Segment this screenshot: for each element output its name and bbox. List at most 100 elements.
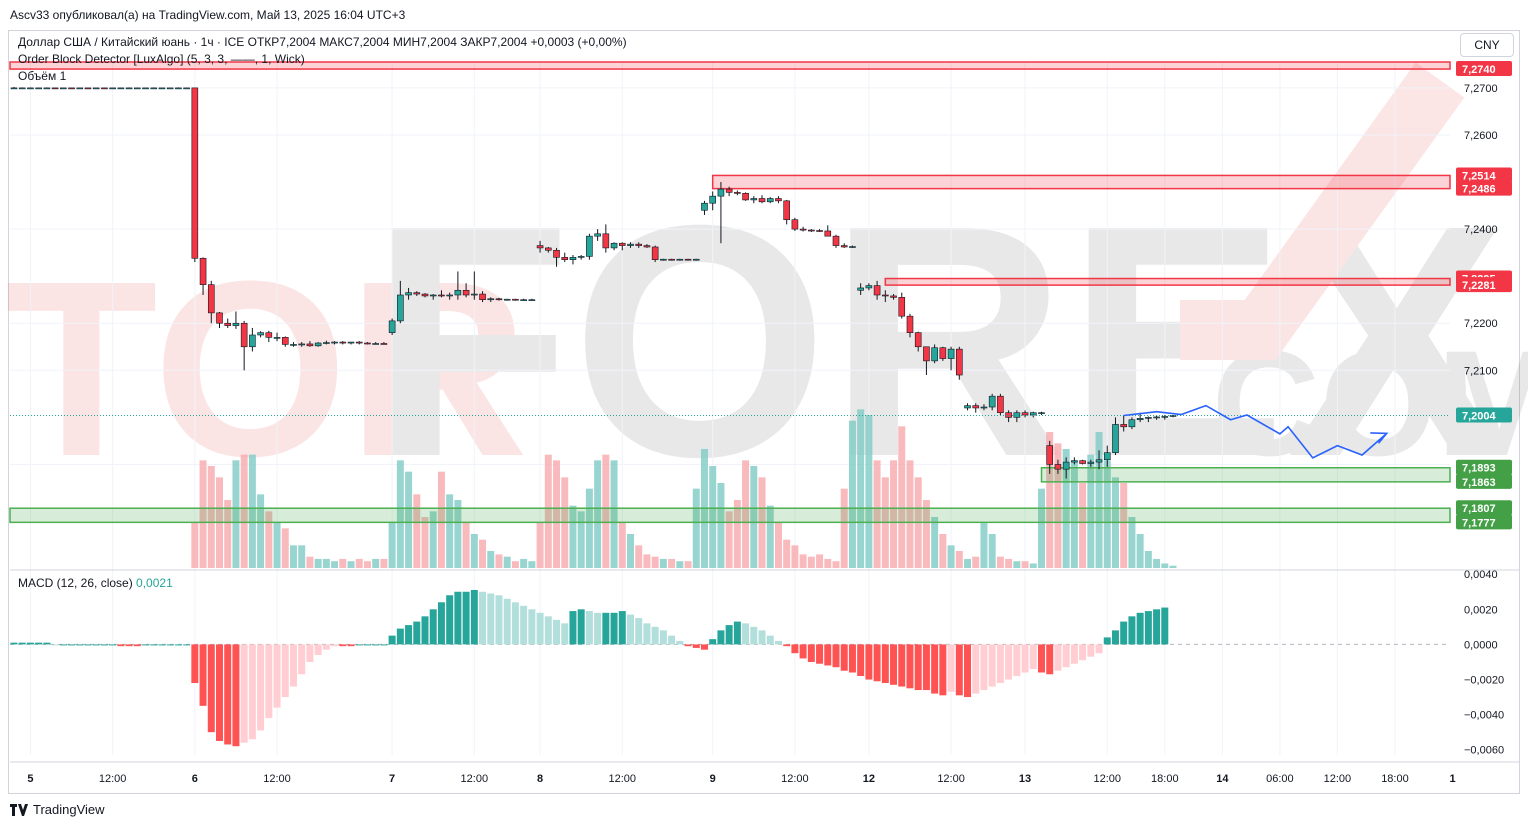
macd-bar	[1111, 630, 1119, 645]
volume-bar	[240, 454, 248, 568]
candle-body	[684, 258, 692, 261]
volume-bar	[955, 551, 963, 568]
candle	[503, 298, 511, 301]
candle	[594, 229, 601, 241]
time-axis-label: 12:00	[781, 773, 809, 785]
time-axis-label: 14	[1216, 773, 1229, 785]
candle	[51, 87, 59, 90]
candle	[627, 242, 634, 248]
candle-body	[10, 87, 18, 90]
macd-bar	[931, 644, 939, 694]
volume-bar	[405, 471, 413, 568]
candle-body	[281, 337, 289, 345]
macd-bar	[1062, 644, 1070, 668]
volume-bar	[964, 558, 972, 568]
macd-bar	[1079, 644, 1087, 661]
order-block-bottom-label: 7,2740	[1462, 64, 1496, 76]
candle-body	[775, 198, 782, 202]
candle-body	[586, 235, 593, 257]
volume-bar	[577, 511, 585, 568]
watermark-com: .COM	[1170, 319, 1528, 487]
candle	[183, 87, 190, 90]
macd-bar	[939, 644, 947, 696]
candle-body	[101, 87, 108, 90]
candle	[158, 87, 166, 90]
volume-bar	[1161, 563, 1169, 568]
candle-body	[758, 198, 766, 203]
macd-bar	[848, 644, 856, 673]
macd-bar	[1153, 609, 1161, 645]
indicator-macd[interactable]: MACD (12, 26, close) 0,0021	[18, 576, 173, 590]
candle-body	[840, 245, 848, 248]
macd-bar	[742, 623, 750, 645]
indicator-volume[interactable]: Объём 1	[18, 69, 67, 83]
volume-bar	[536, 522, 544, 568]
candle	[35, 87, 42, 90]
candle-body	[18, 87, 26, 90]
candle-body	[766, 198, 774, 203]
candle-body	[692, 258, 700, 261]
candle	[1054, 459, 1062, 474]
candle	[1120, 415, 1127, 432]
candle	[1079, 459, 1086, 465]
candle-body	[429, 294, 437, 297]
volume-bar	[643, 554, 651, 568]
macd-bar	[347, 644, 355, 647]
candle-body	[68, 87, 75, 90]
candle	[553, 247, 560, 267]
candle-body	[1054, 464, 1062, 470]
candle-body	[627, 243, 634, 246]
footer-brand[interactable]: TradingView	[10, 802, 105, 817]
order-block-bottom-label: 7,2486	[1462, 184, 1496, 196]
volume-bar	[610, 460, 618, 568]
macd-bar	[528, 609, 536, 645]
macd-bar	[972, 644, 980, 694]
candle-body	[191, 87, 199, 259]
volume-bar	[1046, 432, 1054, 568]
watermark-arrow-icon	[1180, 62, 1465, 360]
macd-bar	[174, 644, 182, 646]
volume-bar	[1103, 460, 1111, 568]
candle-body	[594, 233, 601, 237]
macd-bar	[766, 635, 774, 645]
candle-body	[734, 192, 741, 194]
macd-axis-label: 0,0040	[1464, 569, 1498, 581]
macd-bar	[857, 644, 865, 677]
currency-button[interactable]: CNY	[1460, 33, 1514, 57]
time-axis-label: 5	[27, 773, 33, 785]
candle	[528, 298, 536, 302]
macd-bar	[446, 595, 454, 645]
volume-bar	[388, 522, 396, 568]
time-axis-label: 12:00	[1093, 773, 1121, 785]
symbol-title[interactable]: Доллар США / Китайский юань · 1ч · ICE	[18, 35, 245, 49]
macd-bar	[1087, 644, 1095, 657]
indicator-order-block[interactable]: Order Block Detector [LuxAlgo] (5, 3, 3,…	[18, 52, 305, 66]
candle	[166, 87, 174, 90]
candle-body	[364, 342, 371, 345]
candle-body	[849, 246, 856, 248]
volume-bar	[890, 460, 898, 568]
candle	[906, 313, 914, 338]
candle-body	[166, 87, 174, 90]
candle-body	[610, 242, 618, 249]
macd-bar	[922, 644, 930, 691]
macd-bar	[635, 618, 643, 645]
candle	[355, 341, 363, 345]
volume-bar	[676, 561, 684, 568]
candle-body	[791, 219, 799, 230]
candle	[799, 226, 807, 232]
macd-bar	[758, 630, 766, 645]
order-block-top-label-bg	[1456, 500, 1512, 516]
candle-body	[1005, 412, 1012, 418]
candle-body	[906, 315, 914, 333]
candle-body	[709, 195, 717, 204]
order-block-bullish	[9, 507, 1451, 524]
order-block-top-label: 7,2514	[1462, 170, 1497, 182]
volume-bar	[322, 558, 330, 568]
volume-bar	[372, 558, 380, 568]
macd-bar	[314, 644, 322, 655]
candle	[314, 342, 322, 347]
macd-bar	[380, 644, 388, 646]
candle-body	[799, 228, 807, 231]
